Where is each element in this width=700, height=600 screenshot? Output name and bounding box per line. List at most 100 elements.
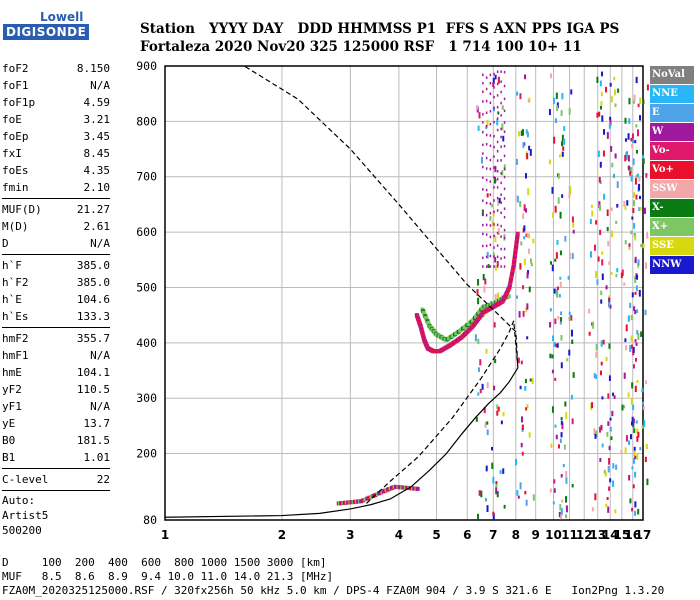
param-value: 4.35 <box>83 164 111 177</box>
streak-point <box>496 231 499 235</box>
noise-point <box>524 490 527 495</box>
param-row: hmE 104.1 <box>2 364 110 381</box>
noise-point <box>636 274 639 280</box>
noise-point <box>486 120 489 127</box>
noise-point <box>633 94 636 102</box>
noise-point <box>591 507 594 512</box>
noise-point <box>526 153 529 160</box>
streak-point <box>493 86 495 89</box>
noise-point <box>523 204 526 212</box>
of2-trace-point <box>510 267 515 272</box>
noise-point <box>495 487 498 495</box>
noise-point <box>560 362 563 369</box>
noise-point <box>521 424 524 431</box>
param-value: 385.0 <box>76 276 110 289</box>
streak-point <box>496 94 499 97</box>
param-name: h`F2 <box>2 276 29 289</box>
noise-point <box>635 194 638 200</box>
noise-point <box>638 176 641 182</box>
streak-point <box>482 81 484 85</box>
noise-point <box>588 308 591 314</box>
streak-point <box>496 186 499 189</box>
param-row: yE 13.7 <box>2 415 110 432</box>
y-tick-label: 300 <box>136 391 157 405</box>
streak-point <box>485 167 488 170</box>
noise-point <box>632 158 635 165</box>
plot-frame <box>164 65 644 521</box>
noise-point <box>607 421 610 426</box>
noise-point <box>635 174 638 178</box>
streak-point <box>496 150 499 153</box>
noise-point <box>555 92 558 100</box>
noise-point <box>499 470 502 474</box>
footer-muf-row: MUF 8.5 8.6 8.9 9.4 10.0 11.0 14.0 21.3 … <box>2 570 334 583</box>
param-name: D <box>2 237 9 250</box>
header-row2: Fortaleza 2020 Nov20 325 125000 RSF 1 71… <box>140 39 582 55</box>
noise-point <box>635 76 638 84</box>
xf2-trace-point <box>506 294 511 299</box>
noise-point <box>478 112 481 119</box>
noise-point <box>628 243 631 247</box>
noise-point <box>601 71 604 77</box>
noise-point <box>565 470 568 478</box>
streak-point <box>500 114 502 117</box>
noise-point <box>484 421 487 428</box>
noise-point <box>641 424 644 429</box>
noise-point <box>565 477 568 484</box>
noise-point <box>502 135 505 142</box>
streak-point <box>493 106 495 110</box>
streak-point <box>482 90 484 93</box>
param-value: 21.27 <box>76 203 110 216</box>
streak-point <box>493 72 495 76</box>
noise-point <box>595 351 598 358</box>
noise-point <box>552 335 555 342</box>
noise-point <box>492 476 495 484</box>
noise-point <box>608 343 611 349</box>
noise-point <box>490 204 493 208</box>
noise-point <box>632 418 635 424</box>
noise-point <box>558 511 561 518</box>
noise-point <box>492 252 495 257</box>
noise-point <box>548 159 551 165</box>
streak-point <box>503 256 506 259</box>
noise-point <box>597 150 600 158</box>
noise-point <box>557 316 560 320</box>
noise-point <box>487 264 490 268</box>
of2-trace-point <box>509 274 514 279</box>
noise-point <box>632 404 635 411</box>
noise-point <box>568 349 571 356</box>
noise-point <box>641 388 644 393</box>
noise-point <box>629 498 632 504</box>
streak-point <box>503 187 506 191</box>
noise-point <box>591 210 594 217</box>
noise-point <box>631 416 634 424</box>
noise-point <box>523 225 526 232</box>
streak-point <box>489 243 492 247</box>
streak-point <box>503 144 506 148</box>
noise-point <box>551 264 554 272</box>
scaled-parameters-panel: foF2 8.150 foF1 N/A foF1p 4.59 foE 3.21 foEp 3.45… <box>2 60 110 538</box>
noise-point <box>637 103 640 108</box>
noise-point <box>629 166 632 174</box>
param-row: hmF2 355.7 <box>2 330 110 347</box>
noise-point <box>614 509 617 514</box>
noise-point <box>527 188 530 196</box>
noise-point <box>628 97 631 105</box>
param-version: 500200 <box>2 524 42 537</box>
noise-point <box>561 194 564 198</box>
noise-point <box>610 146 613 152</box>
streak-point <box>503 121 506 124</box>
noise-point <box>625 435 628 442</box>
noise-point <box>625 153 628 160</box>
streak-point <box>496 223 499 227</box>
noise-point <box>646 478 649 486</box>
noise-point <box>525 173 528 179</box>
param-name: hmF1 <box>2 349 29 362</box>
param-name: foF1 <box>2 79 29 92</box>
noise-point <box>501 105 504 110</box>
noise-point <box>600 340 603 347</box>
noise-point <box>609 478 612 483</box>
streak-point <box>485 111 488 114</box>
noise-point <box>594 433 597 439</box>
noise-point <box>477 338 480 345</box>
